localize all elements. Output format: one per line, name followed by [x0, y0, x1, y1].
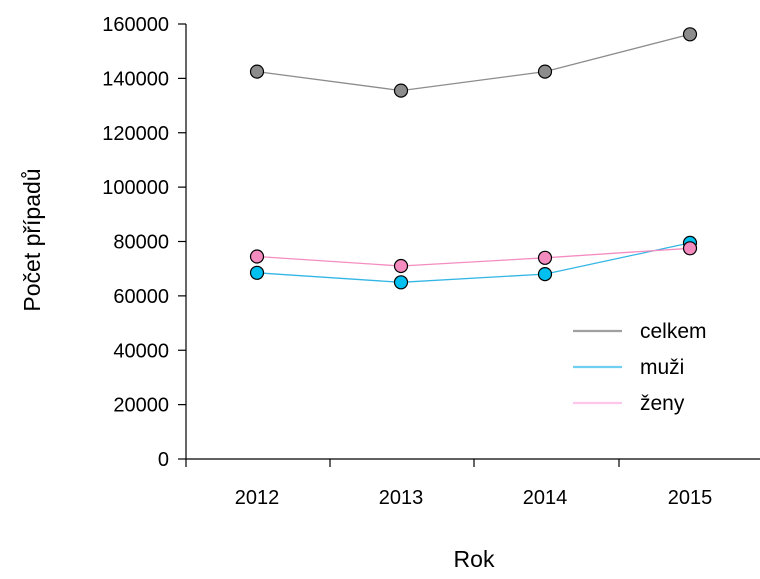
- data-point: [682, 241, 698, 256]
- y-axis: 0 20000 40000 60000 80000 100000 120000 140000 1…: [102, 14, 187, 471]
- x-tick-label: 2013: [379, 487, 424, 509]
- data-point: [682, 27, 698, 42]
- series-celkem: [249, 27, 698, 98]
- legend-label: celkem: [640, 320, 707, 343]
- x-tick-label: 2015: [668, 487, 713, 509]
- data-point: [249, 265, 265, 280]
- data-point: [537, 267, 553, 282]
- x-axis-title: Rok: [454, 546, 495, 572]
- y-tick-label: 0: [158, 449, 169, 471]
- legend: celkem muži ženy: [573, 320, 707, 415]
- series-ženy: [249, 241, 698, 274]
- legend-label: muži: [640, 356, 684, 379]
- series-muži: [249, 235, 698, 290]
- x-axis: 2012 2013 2014 2015: [185, 458, 760, 509]
- data-point: [249, 249, 265, 264]
- data-point: [537, 64, 553, 79]
- series-line: [256, 247, 691, 267]
- data-point: [393, 275, 409, 290]
- y-tick-label: 60000: [113, 286, 169, 308]
- y-tick-label: 100000: [102, 177, 169, 199]
- data-point: [537, 250, 553, 265]
- y-tick-label: 160000: [102, 14, 169, 36]
- y-tick-label: 20000: [113, 395, 169, 417]
- series-line: [256, 33, 691, 92]
- legend-label: ženy: [640, 392, 685, 415]
- y-tick-label: 80000: [113, 232, 169, 254]
- data-point: [393, 258, 409, 274]
- y-tick-label: 120000: [102, 123, 169, 145]
- series-line: [256, 242, 691, 283]
- y-tick-label: 140000: [102, 68, 169, 90]
- x-tick-label: 2014: [523, 487, 568, 509]
- y-axis-title: Počet případů: [19, 168, 45, 311]
- data-point: [393, 83, 409, 98]
- series-layer: [249, 27, 698, 290]
- y-tick-label: 40000: [113, 340, 169, 362]
- x-tick-label: 2012: [235, 487, 280, 509]
- data-point: [249, 64, 265, 79]
